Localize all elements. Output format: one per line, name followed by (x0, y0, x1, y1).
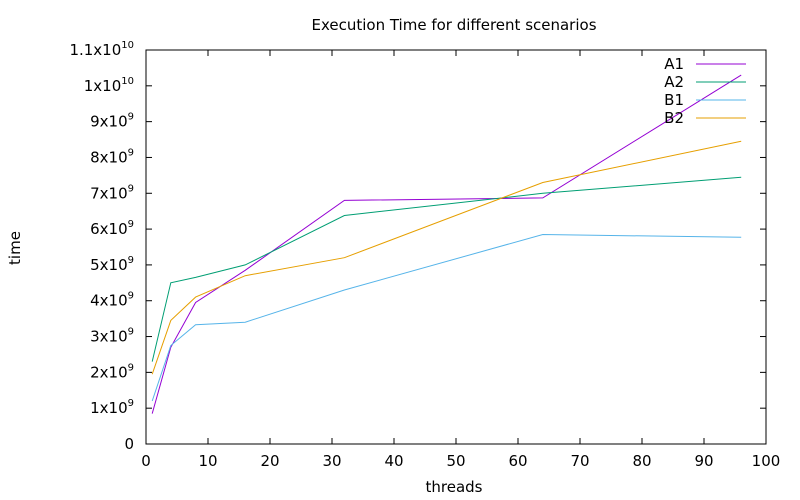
y-tick-label: 2x109 (90, 362, 134, 381)
legend-label-a1: A1 (664, 55, 684, 73)
x-tick-label: 90 (694, 452, 713, 470)
series-line-b2 (151, 140, 742, 375)
y-tick-exponent: 9 (128, 398, 134, 409)
y-tick-label: 1x109 (90, 398, 134, 417)
y-axis: 01x1092x1093x1094x1095x1096x1097x1098x10… (69, 40, 766, 453)
x-tick-label: 50 (446, 452, 465, 470)
y-tick-exponent: 9 (128, 147, 134, 158)
y-tick-exponent: 10 (121, 76, 134, 87)
x-tick-label: 20 (260, 452, 279, 470)
x-axis-label: threads (426, 478, 483, 496)
y-tick-base: 5x10 (90, 256, 128, 274)
x-tick-label: 30 (322, 452, 341, 470)
y-tick-label: 5x109 (90, 255, 134, 274)
y-tick-exponent: 9 (128, 183, 134, 194)
y-axis-label: time (6, 231, 24, 265)
y-tick-base: 2x10 (90, 363, 128, 381)
y-tick-label: 0 (124, 435, 134, 453)
y-tick-label: 3x109 (90, 327, 134, 346)
x-tick-label: 100 (752, 452, 781, 470)
y-tick-label: 6x109 (90, 219, 134, 238)
y-tick-base: 0 (124, 435, 134, 453)
y-tick-base: 1x10 (90, 399, 128, 417)
series-lines (151, 74, 742, 414)
x-tick-label: 80 (632, 452, 651, 470)
series-line-b1 (151, 233, 742, 402)
y-tick-label: 1.1x1010 (69, 40, 134, 59)
y-tick-exponent: 10 (121, 40, 134, 51)
y-tick-base: 9x10 (90, 113, 128, 131)
x-tick-label: 10 (198, 452, 217, 470)
x-tick-label: 0 (141, 452, 151, 470)
y-tick-label: 9x109 (90, 112, 134, 131)
y-tick-exponent: 9 (128, 255, 134, 266)
y-tick-label: 7x109 (90, 183, 134, 202)
y-tick-label: 4x109 (90, 291, 134, 310)
y-tick-label: 1x1010 (84, 76, 134, 95)
x-tick-label: 60 (508, 452, 527, 470)
series-line-a1 (151, 74, 742, 414)
y-tick-base: 1x10 (84, 77, 122, 95)
y-tick-exponent: 9 (128, 362, 134, 373)
legend-label-b2: B2 (664, 109, 684, 127)
x-tick-label: 40 (384, 452, 403, 470)
series-line-a2 (151, 176, 742, 362)
y-tick-exponent: 9 (128, 112, 134, 123)
legend-label-a2: A2 (664, 73, 684, 91)
y-tick-exponent: 9 (128, 219, 134, 230)
y-tick-label: 8x109 (90, 147, 134, 166)
x-tick-label: 70 (570, 452, 589, 470)
y-tick-base: 1.1x10 (69, 41, 121, 59)
y-tick-base: 8x10 (90, 148, 128, 166)
y-tick-base: 6x10 (90, 220, 128, 238)
y-tick-base: 3x10 (90, 328, 128, 346)
y-tick-base: 4x10 (90, 292, 128, 310)
y-tick-base: 7x10 (90, 184, 128, 202)
chart-title: Execution Time for different scenarios (311, 16, 596, 34)
legend-label-b1: B1 (664, 91, 684, 109)
y-tick-exponent: 9 (128, 327, 134, 338)
x-axis: 0 10 20 30 40 50 60 70 80 90 100 (141, 50, 780, 470)
y-tick-exponent: 9 (128, 291, 134, 302)
